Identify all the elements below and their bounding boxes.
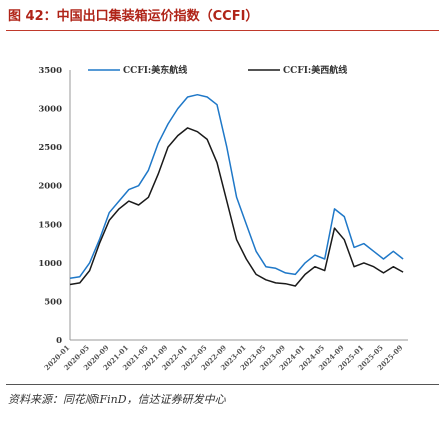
y-tick-label: 500 [44,297,62,307]
chart-title: 图 42：中国出口集装箱运价指数（CCFI） [8,9,259,24]
series-line-2 [69,127,404,287]
y-tick-label: 1500 [38,220,62,230]
legend-label-series-2: CCFI:美西航线 [283,64,347,76]
y-tick-label: 1000 [38,259,62,269]
source-note: 资料来源：同花顺iFinD，信达证券研发中心 [8,393,226,406]
y-axis-ticks: 0 500 1000 1500 2000 2500 3000 3500 [38,66,62,346]
title-divider [6,30,439,31]
chart-canvas: CCFI:美东航线 CCFI:美西航线 0 500 1000 1500 2000 2500… [38,64,408,372]
source-divider [6,384,439,385]
plot-lines [69,93,404,287]
legend: CCFI:美东航线 CCFI:美西航线 [88,64,347,76]
x-axis-ticks: 2020-012020-052020-092021-012021-052021-… [42,343,404,372]
y-tick-label: 0 [56,336,62,346]
y-tick-label: 2000 [38,182,62,192]
y-tick-label: 3000 [38,105,62,115]
legend-label-series-1: CCFI:美东航线 [123,64,187,76]
y-tick-label: 3500 [38,66,62,76]
series-line-1 [69,93,404,280]
y-tick-label: 2500 [38,143,62,153]
